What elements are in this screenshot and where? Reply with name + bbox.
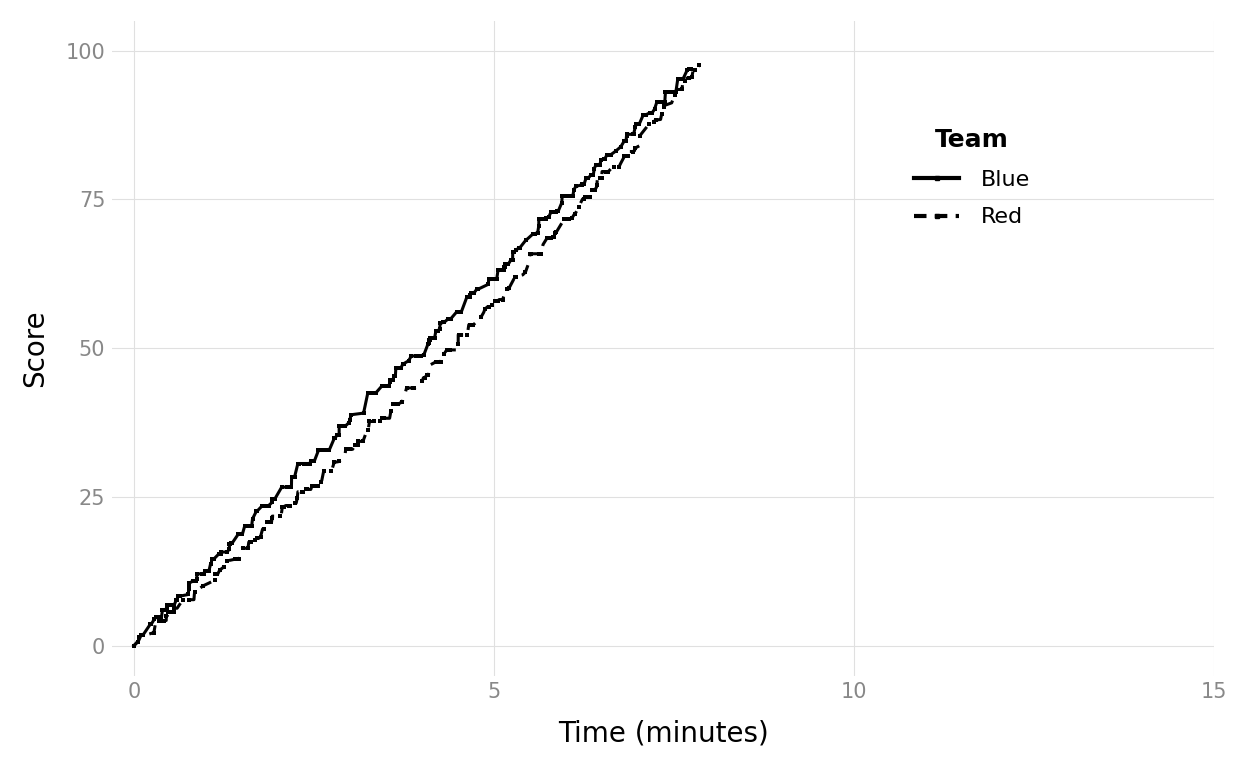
Legend: Blue, Red: Blue, Red <box>906 119 1040 237</box>
Red <box>126 641 141 650</box>
Line: Red: Red <box>131 63 701 648</box>
Blue <box>565 192 580 201</box>
Line: Blue: Blue <box>132 67 694 648</box>
Red <box>361 425 376 435</box>
Red <box>691 61 706 70</box>
Blue <box>368 388 383 397</box>
Blue <box>594 156 609 165</box>
Blue <box>643 108 658 118</box>
Blue <box>126 641 141 650</box>
Blue <box>681 64 696 73</box>
Red <box>567 210 582 219</box>
Blue <box>343 410 358 419</box>
Red <box>590 175 605 184</box>
Red <box>515 270 530 280</box>
Y-axis label: Score: Score <box>21 310 49 387</box>
X-axis label: Time (minutes): Time (minutes) <box>558 719 769 747</box>
Blue <box>684 64 699 73</box>
Blue <box>507 247 522 257</box>
Red <box>382 414 397 423</box>
Red <box>646 118 661 127</box>
